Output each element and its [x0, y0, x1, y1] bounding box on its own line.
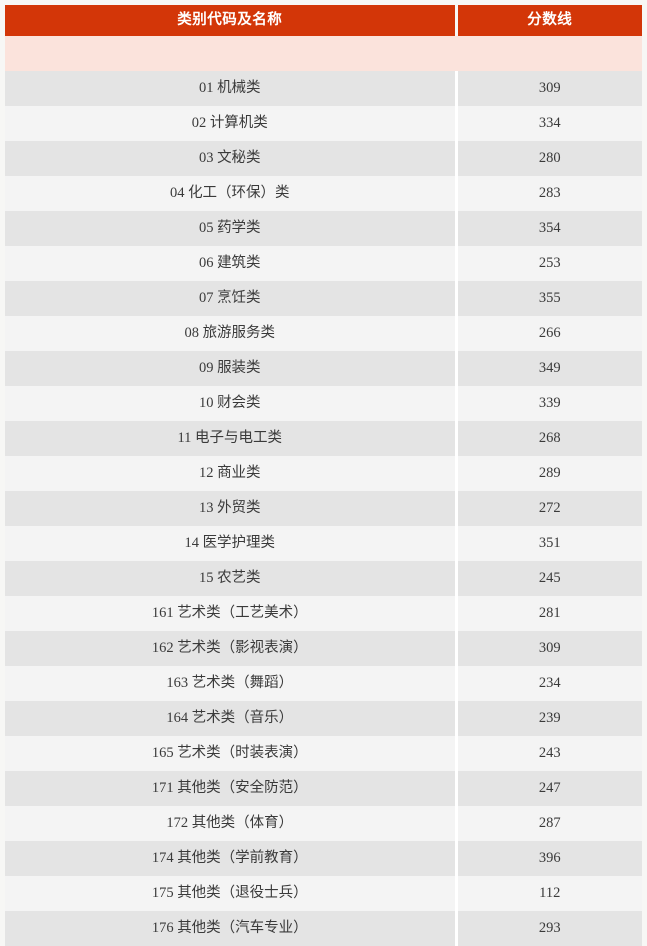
table-row: 09 服装类 349 — [5, 351, 642, 386]
cell-category-name: 12 商业类 — [5, 456, 458, 491]
cell-category-name: 171 其他类（安全防范） — [5, 771, 458, 806]
table-row: 175 其他类（退役士兵） 112 — [5, 876, 642, 911]
table-row: 176 其他类（汽车专业） 293 — [5, 911, 642, 946]
cell-category-name: 08 旅游服务类 — [5, 316, 458, 351]
cell-category-name: 172 其他类（体育） — [5, 806, 458, 841]
table-row: 164 艺术类（音乐） 239 — [5, 701, 642, 736]
cell-score-value: 266 — [456, 316, 642, 351]
cell-score-value: 334 — [456, 106, 642, 141]
cell-category-name: 165 艺术类（时装表演） — [5, 736, 458, 771]
cell-score-value: 289 — [456, 456, 642, 491]
cell-category-name: 06 建筑类 — [5, 246, 458, 281]
cell-category-name: 05 药学类 — [5, 211, 458, 246]
cell-score-value: 293 — [456, 911, 642, 946]
table-row: 07 烹饪类 355 — [5, 281, 642, 316]
cell-category-name: 174 其他类（学前教育） — [5, 841, 458, 876]
header-separator-cell — [5, 36, 642, 71]
cell-score-value: 243 — [456, 736, 642, 771]
table-row: 03 文秘类 280 — [5, 141, 642, 176]
header-separator — [5, 36, 642, 71]
table-row: 06 建筑类 253 — [5, 246, 642, 281]
cell-score-value: 245 — [456, 561, 642, 596]
page-container: 类别代码及名称 分数线 01 机械类 309 02 计算机类 334 03 文秘类 280… — [5, 5, 642, 946]
table-header-row: 类别代码及名称 分数线 — [5, 5, 642, 36]
cell-category-name: 10 财会类 — [5, 386, 458, 421]
cell-score-value: 396 — [456, 841, 642, 876]
cell-category-name: 13 外贸类 — [5, 491, 458, 526]
score-line-table: 类别代码及名称 分数线 01 机械类 309 02 计算机类 334 03 文秘类 280… — [5, 5, 642, 946]
cell-category-name: 175 其他类（退役士兵） — [5, 876, 458, 911]
cell-score-value: 283 — [456, 176, 642, 211]
cell-score-value: 354 — [456, 211, 642, 246]
table-row: 13 外贸类 272 — [5, 491, 642, 526]
cell-category-name: 14 医学护理类 — [5, 526, 458, 561]
cell-score-value: 287 — [456, 806, 642, 841]
table-row: 12 商业类 289 — [5, 456, 642, 491]
cell-score-value: 272 — [456, 491, 642, 526]
cell-score-value: 309 — [456, 71, 642, 106]
cell-score-value: 234 — [456, 666, 642, 701]
table-row: 161 艺术类（工艺美术） 281 — [5, 596, 642, 631]
table-row: 165 艺术类（时装表演） 243 — [5, 736, 642, 771]
cell-score-value: 349 — [456, 351, 642, 386]
table-row: 172 其他类（体育） 287 — [5, 806, 642, 841]
table-row: 171 其他类（安全防范） 247 — [5, 771, 642, 806]
table-row: 162 艺术类（影视表演） 309 — [5, 631, 642, 666]
table-header: 类别代码及名称 分数线 — [5, 5, 642, 36]
cell-category-name: 04 化工（环保）类 — [5, 176, 458, 211]
cell-score-value: 355 — [456, 281, 642, 316]
cell-category-name: 01 机械类 — [5, 71, 458, 106]
cell-category-name: 09 服装类 — [5, 351, 458, 386]
table-row: 174 其他类（学前教育） 396 — [5, 841, 642, 876]
cell-category-name: 07 烹饪类 — [5, 281, 458, 316]
cell-category-name: 15 农艺类 — [5, 561, 458, 596]
table-body: 01 机械类 309 02 计算机类 334 03 文秘类 280 04 化工（环保）类 28… — [5, 36, 642, 946]
cell-category-name: 03 文秘类 — [5, 141, 458, 176]
cell-score-value: 239 — [456, 701, 642, 736]
table-row: 08 旅游服务类 266 — [5, 316, 642, 351]
cell-category-name: 163 艺术类（舞蹈） — [5, 666, 458, 701]
cell-category-name: 164 艺术类（音乐） — [5, 701, 458, 736]
cell-category-name: 161 艺术类（工艺美术） — [5, 596, 458, 631]
table-row: 14 医学护理类 351 — [5, 526, 642, 561]
cell-score-value: 309 — [456, 631, 642, 666]
table-row: 15 农艺类 245 — [5, 561, 642, 596]
table-row: 163 艺术类（舞蹈） 234 — [5, 666, 642, 701]
table-row: 01 机械类 309 — [5, 71, 642, 106]
cell-score-value: 253 — [456, 246, 642, 281]
cell-category-name: 02 计算机类 — [5, 106, 458, 141]
cell-score-value: 281 — [456, 596, 642, 631]
table-row: 11 电子与电工类 268 — [5, 421, 642, 456]
cell-score-value: 339 — [456, 386, 642, 421]
table-row: 02 计算机类 334 — [5, 106, 642, 141]
cell-category-name: 162 艺术类（影视表演） — [5, 631, 458, 666]
cell-score-value: 247 — [456, 771, 642, 806]
cell-category-name: 176 其他类（汽车专业） — [5, 911, 458, 946]
cell-score-value: 280 — [456, 141, 642, 176]
cell-score-value: 112 — [456, 876, 642, 911]
table-row: 05 药学类 354 — [5, 211, 642, 246]
column-header-category: 类别代码及名称 — [5, 5, 458, 36]
cell-score-value: 268 — [456, 421, 642, 456]
table-row: 04 化工（环保）类 283 — [5, 176, 642, 211]
table-row: 10 财会类 339 — [5, 386, 642, 421]
cell-score-value: 351 — [456, 526, 642, 561]
cell-category-name: 11 电子与电工类 — [5, 421, 458, 456]
column-header-score: 分数线 — [456, 5, 642, 36]
